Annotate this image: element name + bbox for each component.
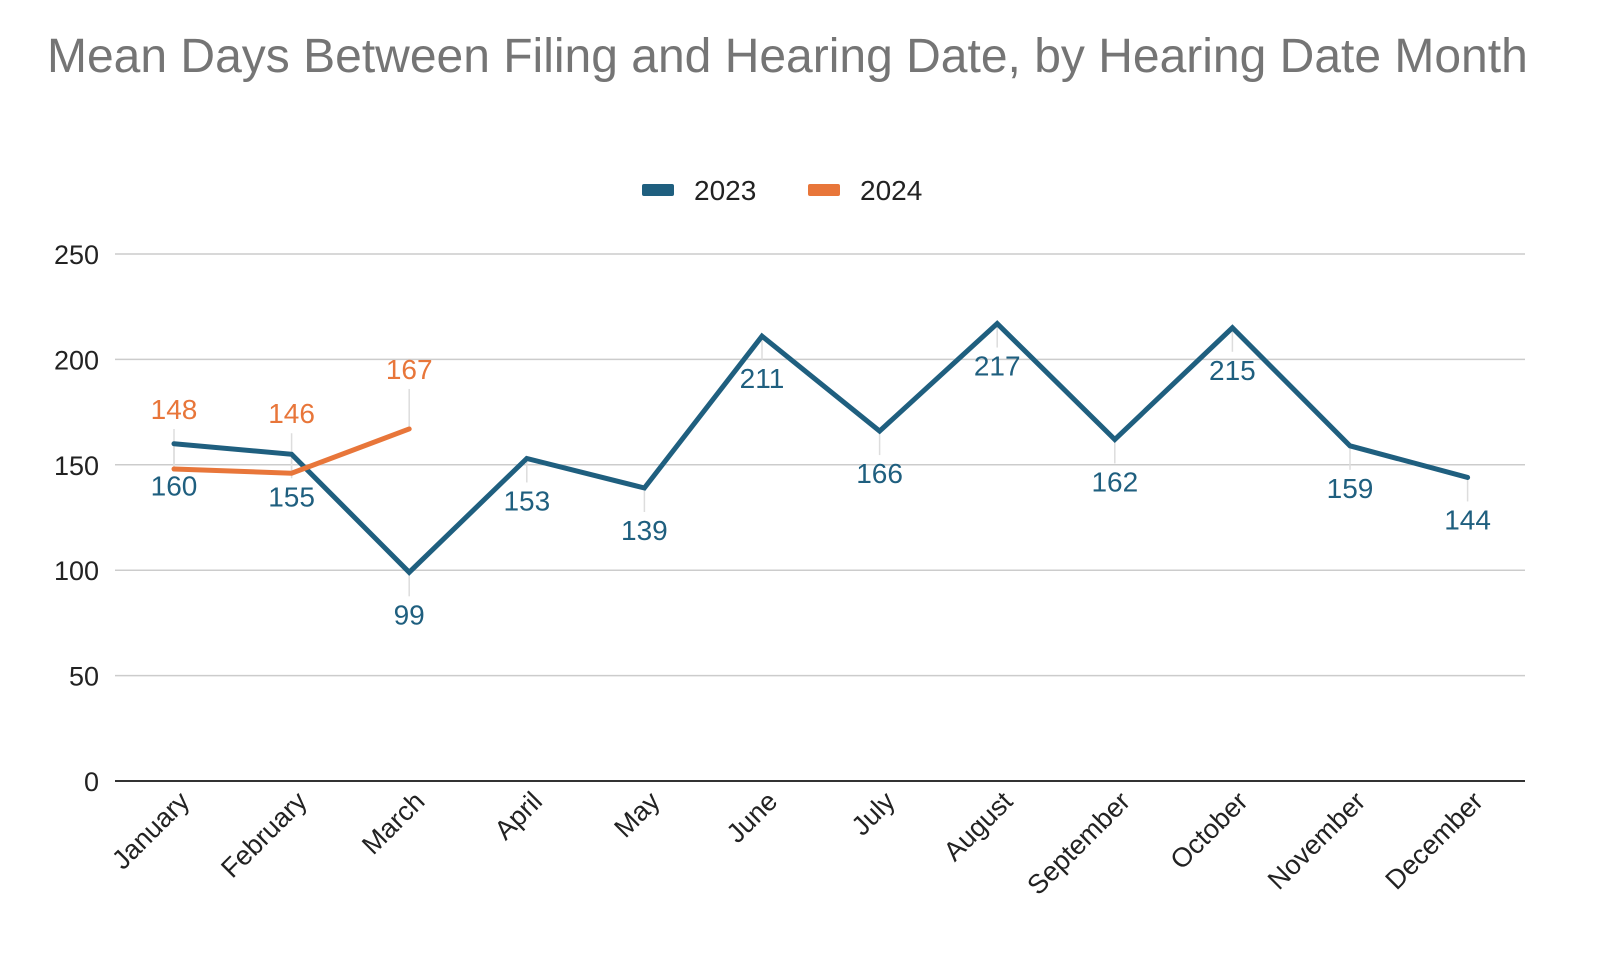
gridlines <box>115 253 1525 782</box>
data-label: 148 <box>151 394 198 425</box>
y-tick-label: 150 <box>54 451 99 481</box>
series-lines <box>171 320 1471 576</box>
data-label: 159 <box>1327 473 1374 504</box>
series-line-2024 <box>171 426 412 476</box>
data-label: 215 <box>1209 355 1256 386</box>
data-label: 155 <box>268 481 315 512</box>
legend-swatch <box>808 184 840 196</box>
data-label: 167 <box>386 354 433 385</box>
y-tick-label: 200 <box>54 345 99 375</box>
x-tick-label: April <box>489 786 548 845</box>
legend-swatch <box>642 184 674 196</box>
y-tick-label: 100 <box>54 556 99 586</box>
y-tick-label: 250 <box>54 240 99 270</box>
data-label: 139 <box>621 515 668 546</box>
legend-label: 2024 <box>860 175 922 206</box>
x-tick-label: January <box>106 786 195 875</box>
data-label: 162 <box>1091 467 1138 498</box>
legend: 2023 2024 <box>642 175 922 206</box>
series-line-2023 <box>171 320 1471 576</box>
x-tick-label: June <box>721 786 784 849</box>
data-label: 144 <box>1444 504 1491 535</box>
y-tick-label: 0 <box>84 767 99 797</box>
x-tick-label: May <box>608 786 666 844</box>
data-label: 146 <box>268 398 315 429</box>
legend-label: 2023 <box>694 175 756 206</box>
x-tick-label: July <box>846 786 902 842</box>
x-tick-label: November <box>1262 786 1371 895</box>
y-axis-ticks: 0 50 100 150 200 250 <box>54 240 99 797</box>
x-axis-ticks: January February March April May June July Augu… <box>106 786 1489 901</box>
x-tick-label: February <box>215 786 313 884</box>
chart-title: Mean Days Between Filing and Hearing Dat… <box>47 30 1528 83</box>
x-tick-label: September <box>1021 786 1136 901</box>
data-label: 211 <box>740 363 785 394</box>
data-label: 217 <box>974 351 1021 382</box>
x-tick-label: December <box>1380 786 1489 895</box>
x-tick-label: October <box>1165 786 1254 875</box>
data-label: 153 <box>503 485 550 516</box>
data-labels: 160 155 99 153 139 211 166 217 162 215 159 144 148 14… <box>151 351 1491 631</box>
x-tick-label: August <box>938 786 1019 867</box>
data-label: 99 <box>394 599 425 630</box>
x-tick-label: March <box>356 786 430 860</box>
data-label: 160 <box>151 471 198 502</box>
data-label: 166 <box>856 458 903 489</box>
label-leader-lines <box>173 323 1469 597</box>
y-tick-label: 50 <box>69 662 99 692</box>
